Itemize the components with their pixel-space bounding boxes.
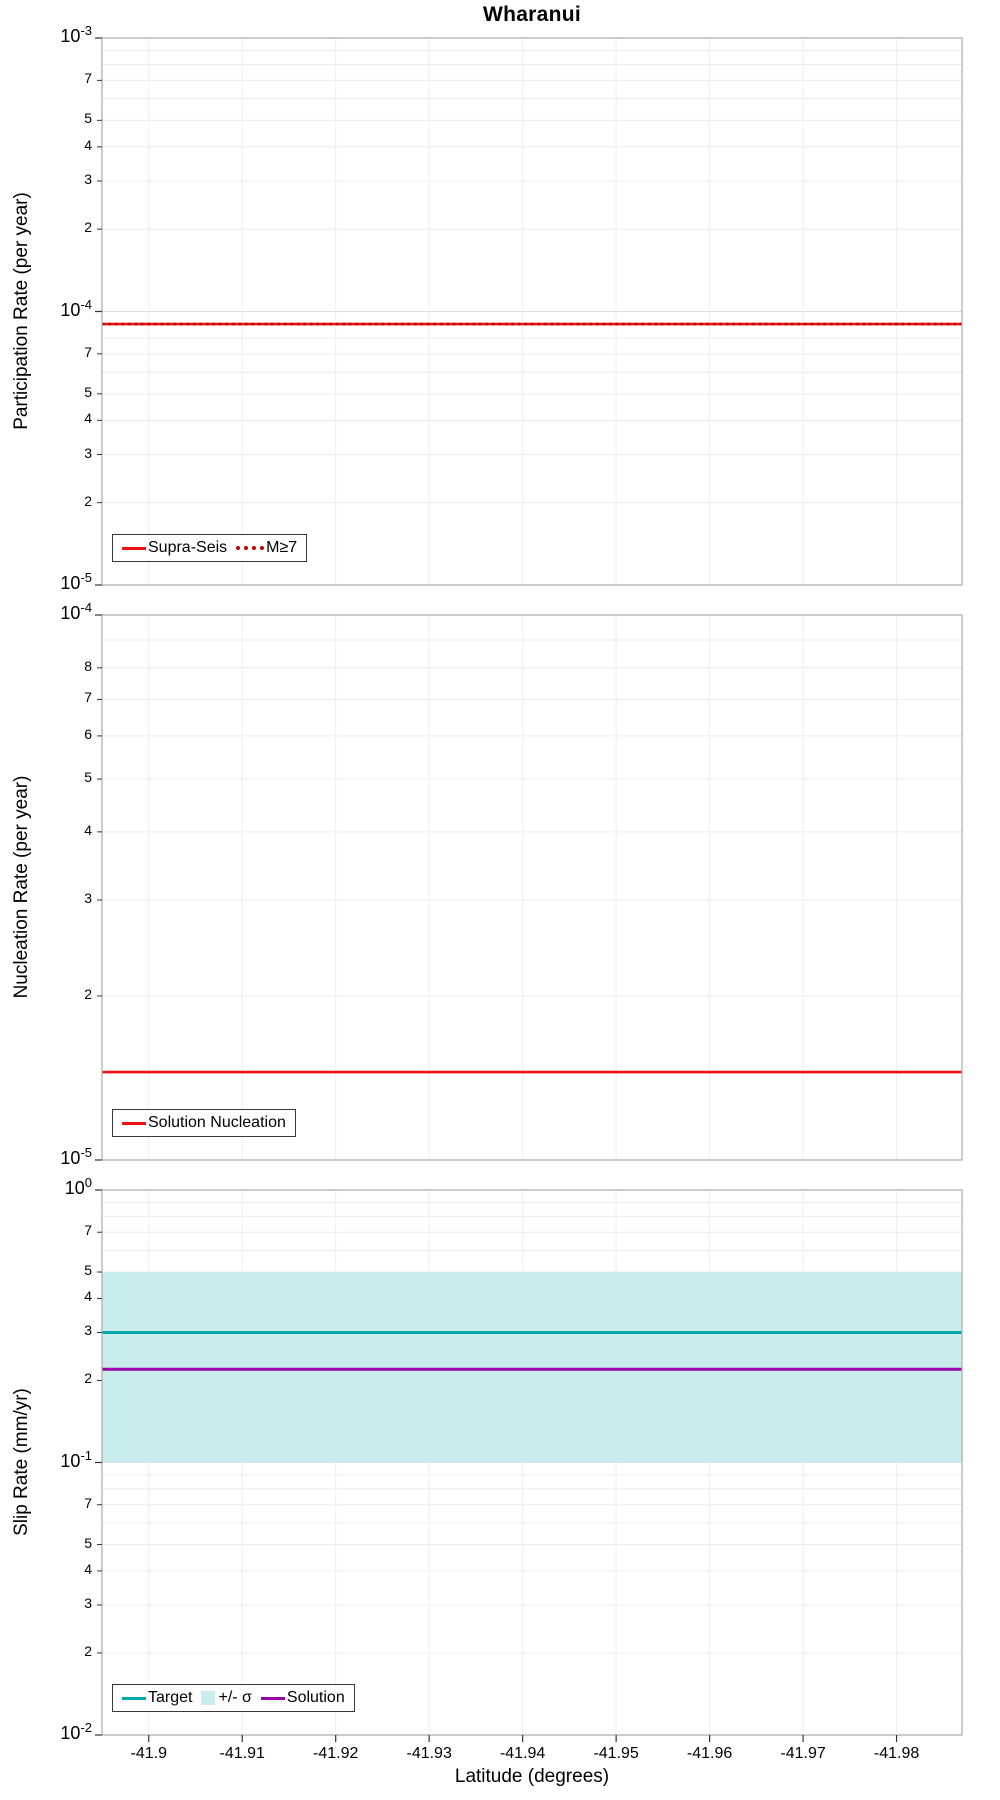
y-tick-label: 7 (84, 689, 92, 706)
x-tick-label: -41.98 (873, 1745, 920, 1762)
legend-participation: Supra-Seis M≥7 (112, 534, 308, 562)
y-tick-label: 5 (84, 769, 92, 786)
y-tick-label: 7 (84, 343, 92, 360)
y-tick-label: 3 (84, 1594, 92, 1611)
y-tick-label: 7 (84, 1494, 92, 1511)
legend-item-: +/- σ (201, 1689, 252, 1707)
x-axis-label: Latitude (degrees) (454, 1766, 610, 1787)
y-tick-label: 3 (84, 444, 92, 461)
y-tick-label: 10-2 (60, 1720, 92, 1743)
x-tick-label: -41.96 (686, 1745, 733, 1762)
legend-item-solution-nucleation: Solution Nucleation (122, 1114, 286, 1132)
y-tick-label: 10-4 (60, 296, 92, 320)
y-tick-label: 7 (84, 1222, 92, 1239)
chart-title: Wharanui (482, 3, 582, 26)
legend-label: Target (148, 1689, 193, 1706)
y-tick-label: 7 (84, 70, 92, 87)
x-tick-label: -41.9 (130, 1745, 167, 1762)
legend-item-supra-seis: Supra-Seis (122, 539, 227, 557)
x-tick-label: -41.93 (406, 1745, 452, 1762)
y-tick-label: 4 (84, 821, 92, 838)
legend-label: Supra-Seis (148, 539, 228, 556)
y-tick-label: 5 (84, 110, 92, 127)
legend-item-m-7: M≥7 (236, 539, 297, 557)
x-tick-label: -41.92 (313, 1745, 359, 1762)
y-tick-label: 100 (64, 1175, 92, 1198)
legend-label: M≥7 (266, 539, 298, 556)
y-tick-label: 4 (84, 1560, 92, 1577)
dotted-line-swatch-icon (236, 546, 265, 550)
y-tick-label: 10-3 (60, 23, 92, 46)
legend-slip-rate: Target +/- σ Solution (112, 1684, 355, 1712)
y-tick-label: 5 (84, 1534, 92, 1551)
y-tick-label: 2 (84, 985, 92, 1002)
x-tick-label: -41.97 (780, 1745, 826, 1762)
panel-nucleation (95, 614, 963, 1161)
legend-label: Solution (286, 1689, 345, 1706)
band-swatch-icon (201, 1691, 216, 1705)
y-tick-label: 3 (84, 1322, 92, 1339)
x-tick-label: -41.95 (593, 1745, 639, 1762)
x-tick-label: -41.94 (499, 1745, 546, 1762)
sigma-band (102, 1272, 962, 1463)
legend-label: +/- σ (218, 1689, 252, 1706)
y-tick-label: 5 (84, 1262, 92, 1279)
y-tick-label: 10-1 (60, 1447, 92, 1471)
legend-nucleation: Solution Nucleation (112, 1109, 296, 1137)
plot-frame (101, 614, 963, 1161)
panel-participation (95, 37, 963, 586)
y-tick-label: 3 (84, 889, 92, 906)
y-tick-label: 2 (84, 1370, 92, 1387)
line-swatch-icon (122, 546, 146, 550)
y-tick-label: 5 (84, 383, 92, 400)
y-tick-label: 4 (84, 1288, 92, 1305)
y-tick-label: 8 (84, 657, 92, 674)
y-tick-label: 4 (84, 136, 92, 153)
y-tick-label: 3 (84, 171, 92, 187)
y-tick-label: 10-4 (60, 600, 92, 623)
y-tick-label: 2 (84, 492, 92, 509)
x-tick-label: -41.91 (219, 1745, 265, 1762)
y-tick-label: 4 (84, 410, 92, 427)
y-tick-label: 2 (84, 219, 92, 236)
y-tick-label: 10-5 (60, 570, 92, 593)
panel-slip-rate (95, 1189, 963, 1736)
line-swatch-icon (122, 1121, 146, 1125)
line-swatch-icon (122, 1696, 146, 1700)
legend-item-target: Target (122, 1689, 192, 1707)
legend-label: Solution Nucleation (148, 1114, 286, 1131)
y-tick-label: 2 (84, 1642, 92, 1659)
line-swatch-icon (260, 1696, 285, 1700)
y-tick-label: 6 (84, 725, 92, 742)
y-tick-label: 10-5 (60, 1145, 92, 1168)
legend-item-solution: Solution (260, 1689, 345, 1707)
